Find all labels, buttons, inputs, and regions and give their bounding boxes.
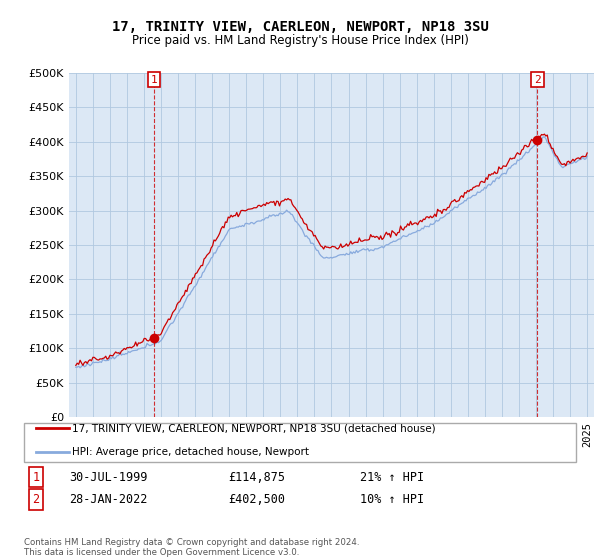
Text: £402,500: £402,500	[228, 493, 285, 506]
Text: 30-JUL-1999: 30-JUL-1999	[69, 470, 148, 484]
Text: 21% ↑ HPI: 21% ↑ HPI	[360, 470, 424, 484]
Text: £114,875: £114,875	[228, 470, 285, 484]
Text: HPI: Average price, detached house, Newport: HPI: Average price, detached house, Newp…	[72, 447, 309, 458]
Text: 2: 2	[32, 493, 40, 506]
Text: 17, TRINITY VIEW, CAERLEON, NEWPORT, NP18 3SU: 17, TRINITY VIEW, CAERLEON, NEWPORT, NP1…	[112, 20, 488, 34]
Text: 17, TRINITY VIEW, CAERLEON, NEWPORT, NP18 3SU (detached house): 17, TRINITY VIEW, CAERLEON, NEWPORT, NP1…	[72, 423, 436, 433]
Text: 1: 1	[32, 470, 40, 484]
Text: Price paid vs. HM Land Registry's House Price Index (HPI): Price paid vs. HM Land Registry's House …	[131, 34, 469, 46]
Text: 2: 2	[534, 74, 541, 85]
Text: 28-JAN-2022: 28-JAN-2022	[69, 493, 148, 506]
Text: Contains HM Land Registry data © Crown copyright and database right 2024.
This d: Contains HM Land Registry data © Crown c…	[24, 538, 359, 557]
Text: 10% ↑ HPI: 10% ↑ HPI	[360, 493, 424, 506]
Text: 1: 1	[151, 74, 157, 85]
